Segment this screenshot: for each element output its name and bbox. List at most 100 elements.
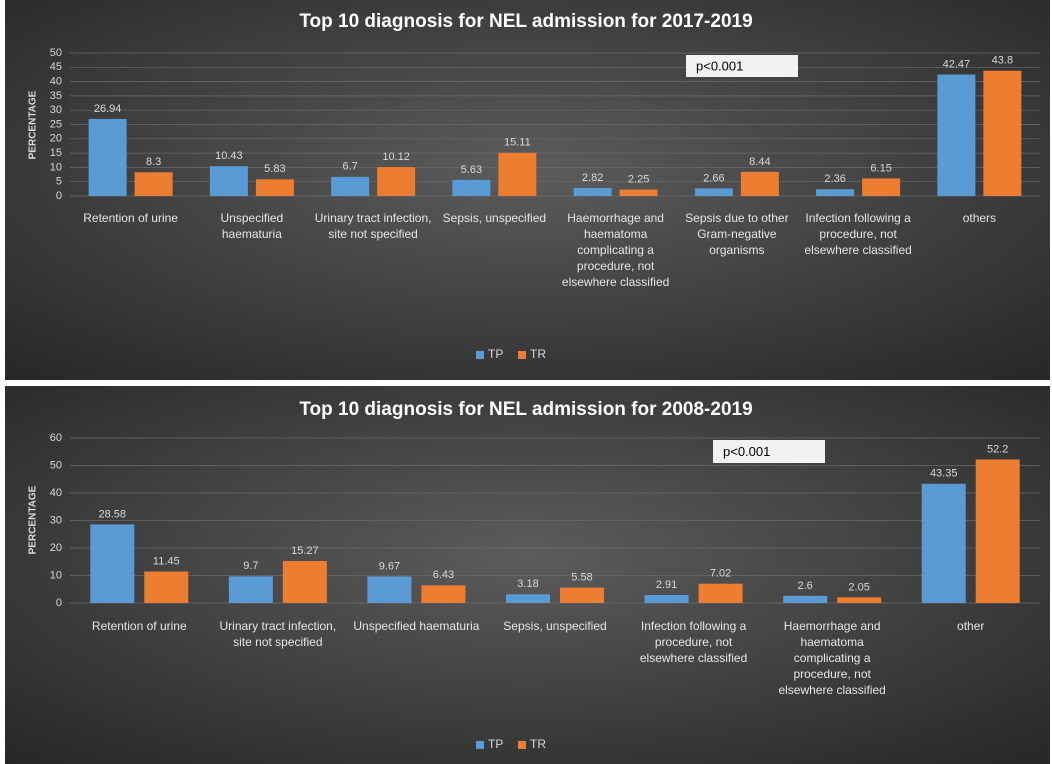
x-tick-label: Sepsis due to other Gram-negative organi… bbox=[685, 211, 789, 257]
annotation-box bbox=[686, 55, 798, 77]
bar bbox=[837, 597, 882, 603]
x-tick-label-box: Sepsis, unspecified bbox=[503, 619, 607, 633]
bar bbox=[862, 178, 901, 196]
x-tick-label-box: Retention of urine bbox=[83, 211, 178, 225]
chart-title: Top 10 diagnosis for NEL admission for 2… bbox=[299, 399, 752, 420]
bar bbox=[421, 585, 466, 603]
y-tick-label: 30 bbox=[50, 514, 62, 526]
bar bbox=[228, 576, 273, 603]
legend-swatch bbox=[518, 351, 526, 359]
value-label: 26.94 bbox=[94, 103, 122, 115]
bar bbox=[255, 179, 294, 196]
bar bbox=[560, 587, 604, 603]
x-tick-label-box: Infection following a procedure, not els… bbox=[804, 211, 912, 257]
value-label: 15.11 bbox=[504, 137, 531, 149]
value-label: 15.27 bbox=[291, 545, 319, 557]
y-tick-label: 40 bbox=[50, 487, 62, 499]
value-label: 6.15 bbox=[870, 162, 891, 174]
x-tick-label-box: Unspecified haematuria bbox=[353, 619, 480, 633]
x-tick-label-box: Sepsis, unspecified bbox=[442, 211, 547, 225]
value-label: 5.83 bbox=[264, 163, 285, 175]
bar bbox=[619, 189, 658, 196]
y-axis-label: PERCENTAGE bbox=[28, 90, 39, 159]
legend-label: TR bbox=[530, 347, 546, 361]
bar bbox=[983, 70, 1022, 196]
x-tick-label: Sepsis, unspecified bbox=[503, 619, 607, 633]
value-label: 43.35 bbox=[930, 468, 958, 480]
x-tick-label: Urinary tract infection, site not specif… bbox=[314, 211, 432, 241]
value-label: 7.02 bbox=[710, 568, 731, 580]
value-label: 2.82 bbox=[582, 172, 603, 184]
value-label: 5.58 bbox=[571, 572, 592, 584]
y-tick-label: 10 bbox=[50, 161, 62, 173]
chart-title: Top 10 diagnosis for NEL admission for 2… bbox=[299, 11, 752, 32]
bar bbox=[506, 594, 550, 603]
bar bbox=[644, 594, 689, 603]
y-tick-label: 15 bbox=[50, 147, 62, 159]
value-label: 2.25 bbox=[628, 173, 649, 185]
value-label: 2.91 bbox=[656, 579, 677, 591]
annotation: p<0.001 bbox=[723, 444, 770, 459]
legend-swatch bbox=[476, 351, 484, 359]
y-tick-label: 0 bbox=[56, 190, 62, 202]
bar bbox=[816, 189, 855, 196]
y-tick-label: 60 bbox=[50, 432, 62, 444]
bar bbox=[783, 595, 828, 603]
x-tick-label-box: Haemorrhage and haematoma complicating a… bbox=[778, 619, 886, 697]
x-tick-label-box: other bbox=[957, 619, 985, 633]
bar bbox=[694, 188, 733, 196]
value-label: 6.43 bbox=[433, 569, 454, 581]
value-label: 2.6 bbox=[797, 580, 812, 592]
bar bbox=[209, 166, 248, 196]
bar bbox=[698, 583, 743, 603]
legend-label: TP bbox=[488, 737, 503, 751]
bar bbox=[975, 459, 1020, 603]
legend-label: TR bbox=[530, 737, 546, 751]
value-label: 5.63 bbox=[461, 164, 482, 176]
value-label: 11.45 bbox=[153, 555, 180, 567]
x-tick-label-box: Sepsis due to other Gram-negative organi… bbox=[685, 211, 789, 257]
y-tick-label: 35 bbox=[50, 90, 62, 102]
value-label: 2.05 bbox=[848, 581, 869, 593]
value-label: 2.66 bbox=[703, 172, 724, 184]
bar bbox=[921, 483, 966, 603]
value-label: 9.7 bbox=[243, 560, 258, 572]
value-label: 28.58 bbox=[99, 508, 127, 520]
y-tick-label: 40 bbox=[50, 76, 62, 88]
value-label: 6.7 bbox=[342, 161, 357, 173]
y-tick-label: 50 bbox=[50, 47, 62, 59]
x-tick-label: Infection following a procedure, not els… bbox=[804, 211, 912, 257]
bar bbox=[498, 152, 537, 196]
bar bbox=[937, 74, 976, 196]
x-tick-label: Unspecified haematuria bbox=[353, 619, 480, 633]
x-tick-label: Unspecified haematuria bbox=[220, 211, 284, 241]
value-label: 10.12 bbox=[382, 151, 410, 163]
y-tick-label: 10 bbox=[50, 569, 62, 581]
x-tick-label: other bbox=[957, 619, 985, 633]
x-tick-label: Haemorrhage and haematoma complicating a… bbox=[778, 619, 886, 697]
value-label: 2.36 bbox=[824, 173, 845, 185]
x-tick-label: Urinary tract infection, site not specif… bbox=[219, 619, 337, 649]
x-tick-label-box: Retention of urine bbox=[91, 619, 187, 633]
y-tick-label: 45 bbox=[50, 61, 62, 73]
y-tick-label: 30 bbox=[50, 104, 62, 116]
bar bbox=[377, 167, 416, 196]
bar bbox=[144, 571, 189, 603]
bar bbox=[367, 576, 412, 603]
x-tick-label: Sepsis, unspecified bbox=[442, 211, 547, 225]
x-tick-label-box: Urinary tract infection, site not specif… bbox=[314, 211, 432, 241]
x-tick-label-box: Unspecified haematuria bbox=[220, 211, 284, 241]
x-tick-label: others bbox=[962, 211, 997, 225]
value-label: 8.44 bbox=[749, 156, 770, 168]
x-tick-label: Retention of urine bbox=[91, 619, 187, 633]
annotation-box bbox=[713, 440, 825, 463]
annotation: p<0.001 bbox=[696, 58, 743, 73]
y-tick-label: 20 bbox=[50, 542, 62, 554]
bar bbox=[282, 561, 327, 603]
bar bbox=[88, 118, 127, 196]
x-tick-label-box: Urinary tract infection, site not specif… bbox=[219, 619, 337, 649]
bar bbox=[573, 187, 612, 196]
value-label: 9.67 bbox=[379, 560, 400, 572]
x-tick-label: Retention of urine bbox=[83, 211, 178, 225]
